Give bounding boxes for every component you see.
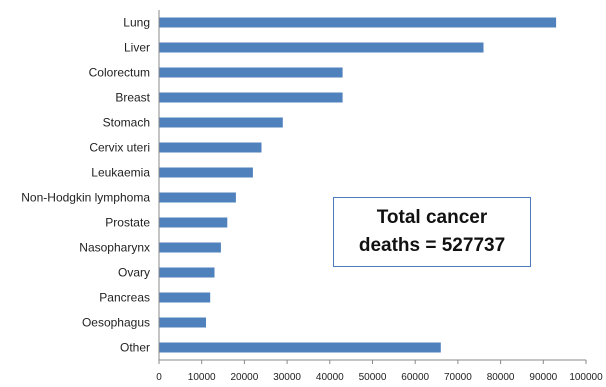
category-label-colorectum: Colorectum (89, 66, 150, 80)
category-label-pancreas: Pancreas (99, 291, 150, 305)
x-tick-label: 60000 (401, 372, 429, 383)
bar-prostate (159, 217, 228, 228)
bar-oesophagus (159, 317, 206, 328)
category-label-other: Other (120, 341, 150, 355)
bar-cervix-uteri (159, 142, 262, 153)
x-tick-label: 40000 (316, 372, 344, 383)
bar-other (159, 342, 441, 353)
category-label-liver: Liver (124, 41, 150, 55)
category-label-cervix-uteri: Cervix uteri (89, 141, 150, 155)
bar-pancreas (159, 292, 211, 303)
category-label-nasopharynx: Nasopharynx (79, 241, 150, 255)
category-label-stomach: Stomach (103, 116, 150, 130)
category-label-breast: Breast (115, 91, 150, 105)
bars-group (159, 17, 557, 353)
x-tick-label: 100000 (569, 372, 603, 383)
x-tick-label: 30000 (273, 372, 301, 383)
category-label-prostate: Prostate (105, 216, 150, 230)
category-label-ovary: Ovary (118, 266, 150, 280)
x-tick-label: 0 (156, 372, 162, 383)
bar-ovary (159, 267, 215, 278)
category-label-lung: Lung (123, 16, 150, 30)
x-tick-label: 50000 (359, 372, 387, 383)
bar-liver (159, 42, 484, 53)
x-tick-label: 90000 (529, 372, 557, 383)
bar-leukaemia (159, 167, 253, 178)
category-label-oesophagus: Oesophagus (82, 316, 150, 330)
bar-nasopharynx (159, 242, 221, 253)
x-tick-label: 70000 (444, 372, 472, 383)
bar-breast (159, 92, 343, 103)
bar-lung (159, 17, 557, 28)
bar-colorectum (159, 67, 343, 78)
annotation-line-2: deaths = 527737 (358, 235, 506, 256)
bar-stomach (159, 117, 283, 128)
x-tick-label: 20000 (230, 372, 258, 383)
bar-non-hodgkin-lymphoma (159, 192, 236, 203)
category-label-leukaemia: Leukaemia (91, 166, 150, 180)
x-tick-label: 80000 (487, 372, 515, 383)
annotation-line-1: Total cancer (376, 207, 488, 228)
category-labels: Lung Liver Colorectum Breast Stomach Cervix u… (21, 16, 150, 355)
category-label-non-hodgkin-lymphoma: Non-Hodgkin lymphoma (21, 191, 150, 205)
x-tick-label: 10000 (188, 372, 216, 383)
total-deaths-annotation: Total cancer deaths = 527737 (333, 197, 531, 267)
x-axis-ticks: 0 10000 20000 30000 40000 50000 60000 70000 8000… (156, 360, 603, 383)
